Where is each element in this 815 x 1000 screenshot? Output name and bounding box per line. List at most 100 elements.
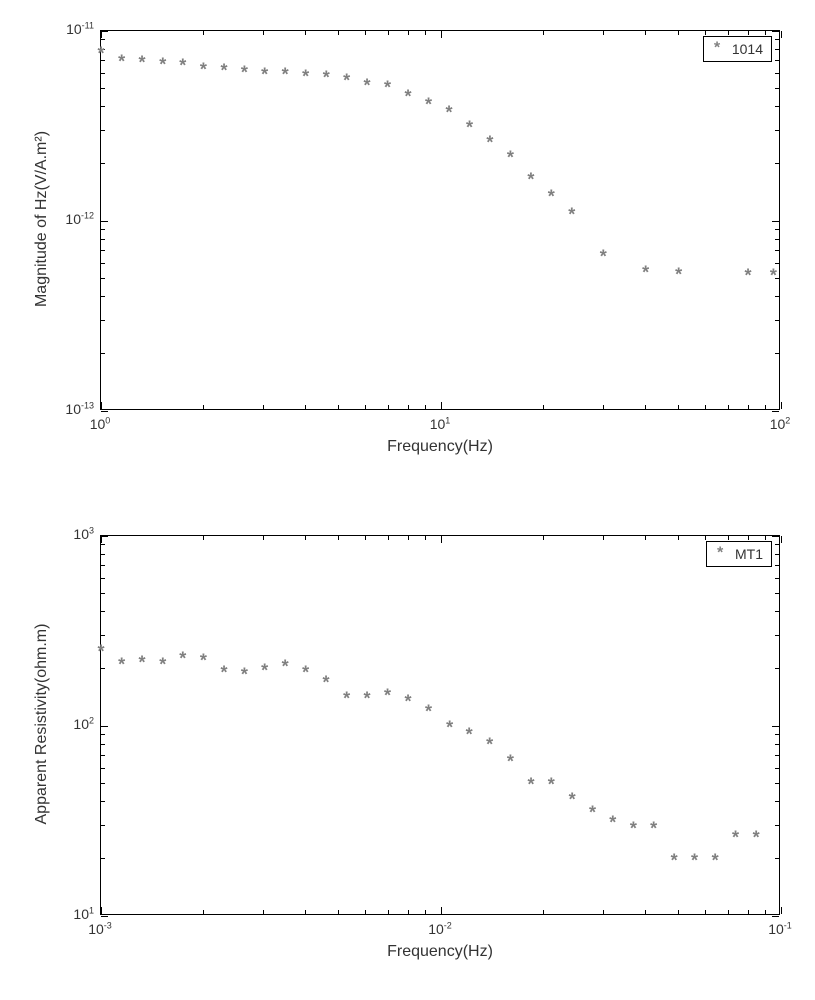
x-minor-tick: [748, 536, 749, 540]
x-minor-tick: [765, 31, 766, 35]
data-marker: *: [137, 656, 148, 674]
data-marker: *: [751, 831, 762, 849]
data-marker: *: [526, 778, 537, 796]
y-minor-tick: [775, 296, 779, 297]
x-tick-label: 102: [760, 416, 800, 432]
x-minor-tick: [365, 405, 366, 409]
x-minor-tick: [305, 536, 306, 540]
y-minor-tick: [101, 163, 105, 164]
y-tick: [101, 916, 108, 917]
x-tick: [101, 536, 102, 543]
data-marker: *: [239, 66, 250, 84]
data-marker: *: [382, 689, 393, 707]
bottom-legend-label: MT1: [735, 546, 763, 562]
x-minor-tick: [765, 405, 766, 409]
x-minor-tick: [388, 405, 389, 409]
x-tick: [101, 31, 102, 38]
x-minor-tick: [728, 536, 729, 540]
top-panel: ***************************** Frequency(…: [0, 0, 815, 480]
x-minor-tick: [408, 536, 409, 540]
data-marker: *: [198, 63, 209, 81]
data-marker: *: [640, 266, 651, 284]
y-minor-tick: [101, 734, 105, 735]
x-minor-tick: [645, 910, 646, 914]
y-minor-tick: [775, 320, 779, 321]
y-minor-tick: [775, 825, 779, 826]
x-minor-tick: [705, 31, 706, 35]
y-minor-tick: [101, 783, 105, 784]
y-tick-label: 10-12: [65, 211, 94, 227]
top-legend: * 1014: [703, 36, 772, 62]
y-minor-tick: [775, 39, 779, 40]
data-marker: *: [239, 668, 250, 686]
y-minor-tick: [775, 801, 779, 802]
data-marker: *: [219, 64, 230, 82]
x-tick-label: 10-3: [80, 921, 120, 937]
data-marker: *: [730, 831, 741, 849]
x-tick: [101, 907, 102, 914]
x-minor-tick: [645, 536, 646, 540]
data-marker: *: [177, 652, 188, 670]
data-marker: *: [96, 47, 107, 65]
x-minor-tick: [748, 405, 749, 409]
y-minor-tick: [775, 565, 779, 566]
x-minor-tick: [603, 536, 604, 540]
data-marker: *: [116, 658, 127, 676]
y-minor-tick: [775, 88, 779, 89]
y-minor-tick: [101, 593, 105, 594]
data-marker: *: [137, 56, 148, 74]
data-marker: *: [198, 654, 209, 672]
y-minor-tick: [101, 278, 105, 279]
y-minor-tick: [775, 73, 779, 74]
data-marker: *: [598, 250, 609, 268]
x-minor-tick: [425, 405, 426, 409]
bottom-ylabel: Apparent Resistivity(ohm.m): [33, 534, 51, 914]
y-tick-label: 103: [73, 526, 94, 542]
y-tick: [101, 31, 108, 32]
y-tick: [772, 726, 779, 727]
y-minor-tick: [775, 554, 779, 555]
y-tick: [101, 411, 108, 412]
data-marker: *: [710, 854, 721, 872]
data-marker: *: [341, 74, 352, 92]
data-marker: *: [464, 121, 475, 139]
y-minor-tick: [101, 744, 105, 745]
x-tick: [781, 536, 782, 543]
x-minor-tick: [203, 910, 204, 914]
data-marker: *: [566, 208, 577, 226]
data-marker: *: [525, 173, 536, 191]
x-minor-tick: [705, 405, 706, 409]
y-minor-tick: [775, 106, 779, 107]
y-minor-tick: [101, 296, 105, 297]
x-tick: [441, 907, 442, 914]
data-marker: *: [444, 721, 455, 739]
data-marker: *: [505, 151, 516, 169]
x-minor-tick: [543, 405, 544, 409]
data-marker: *: [219, 666, 230, 684]
x-minor-tick: [765, 910, 766, 914]
x-minor-tick: [408, 31, 409, 35]
data-marker: *: [96, 645, 107, 663]
data-marker: *: [300, 70, 311, 88]
y-minor-tick: [775, 353, 779, 354]
y-minor-tick: [101, 353, 105, 354]
y-minor-tick: [775, 544, 779, 545]
x-minor-tick: [263, 536, 264, 540]
data-marker: *: [321, 676, 332, 694]
top-legend-marker: *: [712, 41, 722, 57]
x-minor-tick: [305, 31, 306, 35]
x-tick: [441, 31, 442, 38]
x-tick: [781, 907, 782, 914]
data-marker: *: [116, 55, 127, 73]
data-marker: *: [423, 98, 434, 116]
data-marker: *: [157, 658, 168, 676]
top-ylabel: Magnitude of Hz(V/A.m²): [33, 29, 51, 409]
x-tick: [441, 402, 442, 409]
y-tick-label: 10-11: [66, 21, 94, 37]
y-minor-tick: [101, 565, 105, 566]
x-minor-tick: [305, 910, 306, 914]
x-minor-tick: [705, 536, 706, 540]
y-minor-tick: [775, 635, 779, 636]
x-minor-tick: [603, 31, 604, 35]
top-plot-area: *****************************: [100, 30, 780, 410]
